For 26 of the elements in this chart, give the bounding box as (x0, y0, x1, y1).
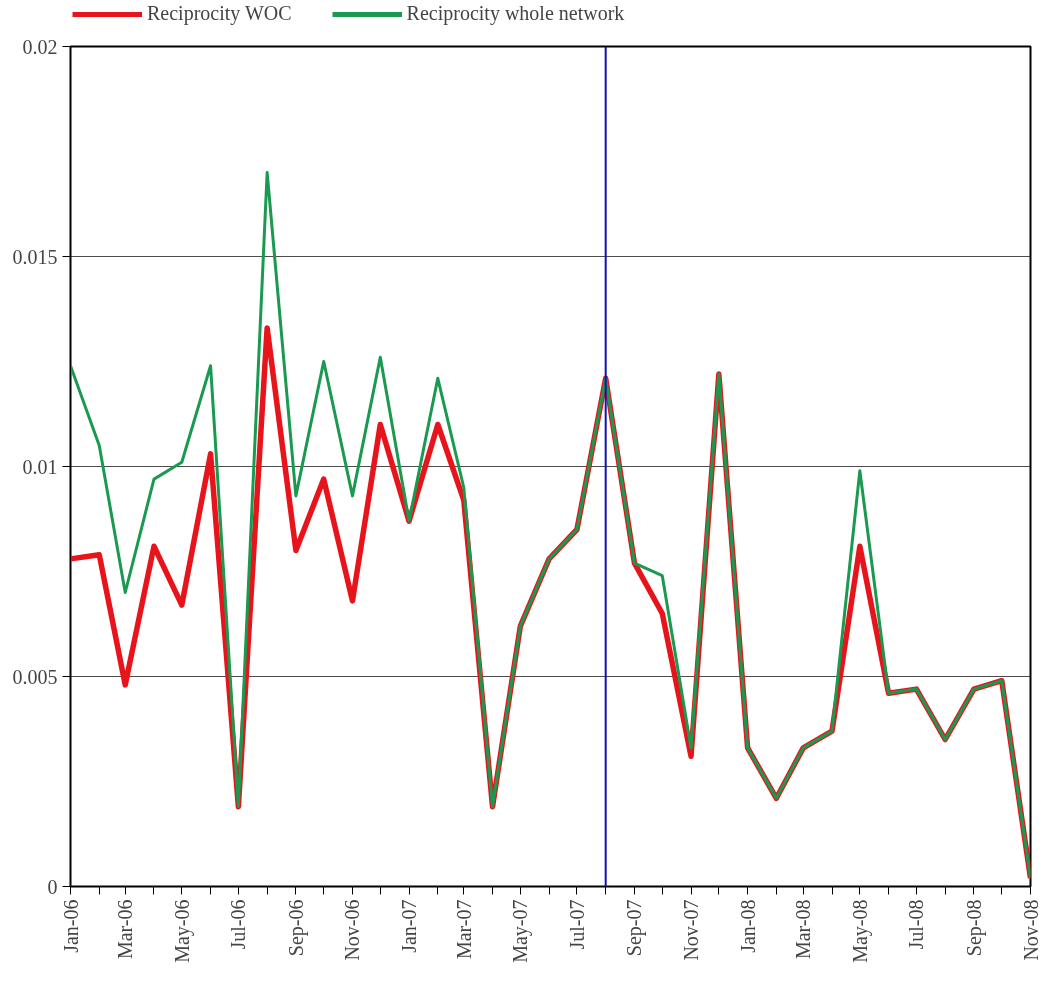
x-tick-label: Jul-06 (227, 899, 250, 950)
x-tick-label: May-06 (170, 899, 194, 963)
x-tick-label: Mar-08 (792, 899, 815, 960)
x-tick-label: Nov-07 (680, 899, 703, 961)
x-tick-label: Sep-07 (623, 899, 647, 957)
x-tick-label: May-08 (848, 899, 872, 963)
y-tick-label: 0 (47, 875, 58, 898)
x-tick-label: Jan-08 (736, 899, 759, 953)
x-tick-label: Jan-06 (59, 899, 82, 953)
legend-label: Reciprocity WOC (147, 2, 292, 25)
line-series (70, 171, 1031, 880)
y-tick-label: 0.02 (22, 35, 58, 58)
x-tick-label: May-07 (509, 899, 533, 963)
x-tick-label: Jul-08 (905, 899, 928, 950)
x-tick-label: Nov-06 (341, 899, 364, 961)
x-tick-label: Mar-06 (114, 899, 137, 960)
y-tick-label: 0.01 (22, 455, 58, 478)
x-tick-label: Sep-06 (284, 899, 308, 957)
y-tick-label: 0.005 (12, 665, 58, 688)
legend-label: Reciprocity whole network (406, 2, 625, 25)
x-tick-label: Sep-08 (962, 899, 986, 957)
x-tick-label: Jul-07 (565, 899, 588, 950)
y-tick-label: 0.015 (12, 245, 58, 268)
x-tick-label: Jan-07 (398, 899, 421, 953)
x-tick-label: Nov-08 (1019, 899, 1042, 961)
x-tick-label: Mar-07 (452, 899, 475, 960)
